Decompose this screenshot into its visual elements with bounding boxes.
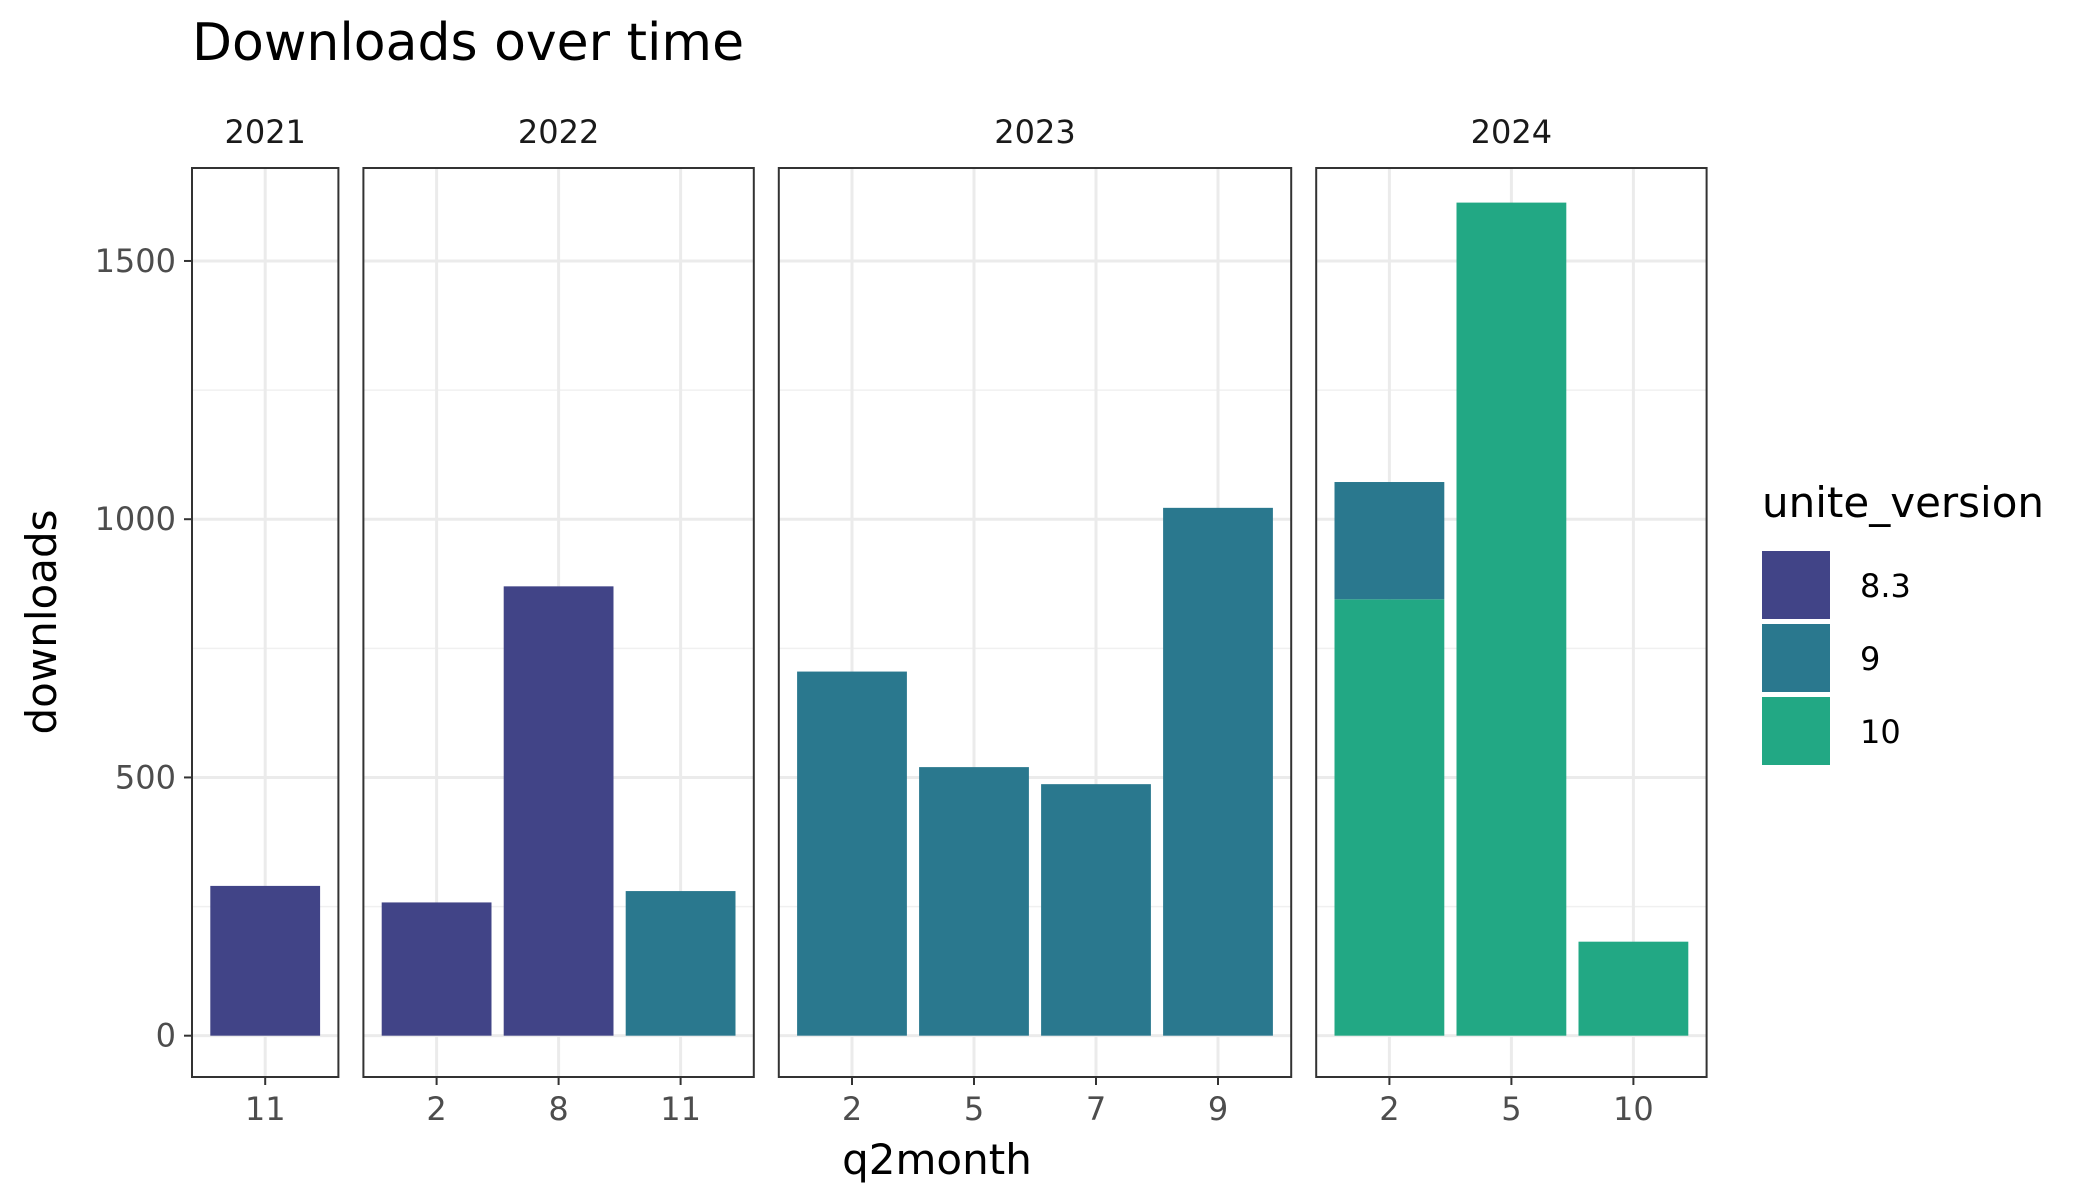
facet-strip-label: 2021 [224,113,305,151]
x-tick-label: 8 [548,1090,568,1128]
facet-strip-label: 2024 [1471,113,1552,151]
legend-key-8.3 [1762,551,1830,619]
panel-border [1315,167,1708,1078]
x-tick-label: 2 [842,1090,862,1128]
y-axis-title: downloads [17,510,66,735]
bar-2022-2-v8.3 [381,902,492,1036]
facet-panel-2021: 2021 11 [191,113,340,1128]
facet-strip-label: 2023 [994,113,1075,151]
x-tick-label: 2 [1379,1090,1399,1128]
x-tick-label: 5 [1501,1090,1521,1128]
facet-panel-2024: 2024 2 5 10 [1315,113,1708,1128]
panel-border [191,167,340,1078]
y-tick-label: 1500 [95,242,176,280]
x-tick-label: 10 [1613,1090,1654,1128]
legend-label-9: 9 [1860,640,1880,678]
x-tick-label: 11 [245,1090,286,1128]
legend-label-10: 10 [1860,713,1901,751]
bar-2023-9-v9 [1163,507,1273,1036]
bar-2024-2-v10 [1334,599,1445,1036]
x-tick-label: 5 [964,1090,984,1128]
legend-key-10 [1762,697,1830,765]
facet-strip-label: 2022 [518,113,599,151]
legend-key-9 [1762,624,1830,692]
panel-border [362,167,755,1078]
legend-label-8.3: 8.3 [1860,567,1911,605]
facet-panel-2023: 2023 2 5 7 9 [777,113,1293,1128]
legend: unite_version 8.3 9 10 [1762,478,2044,765]
y-tick-label: 500 [115,758,176,796]
y-tick-label: 1000 [95,500,176,538]
x-tick-label: 2 [426,1090,446,1128]
bar-2024-10-v10 [1578,941,1689,1036]
chart-title: Downloads over time [192,13,744,73]
y-tick-label: 0 [156,1017,176,1055]
x-tick-label: 9 [1208,1090,1228,1128]
bar-2021-11-v8.3 [210,885,321,1036]
bar-2023-5-v9 [919,767,1029,1036]
facet-panel-2022: 2022 2 8 11 [362,113,755,1128]
bar-2024-5-v10 [1456,202,1567,1036]
panel-border [777,167,1293,1078]
x-tick-label: 11 [660,1090,701,1128]
facet-panels: 2021 11 0 500 1000 1500 2022 2 8 11 2023 2 5 7 9 2024 2 5… [95,113,1708,1128]
bar-2023-7-v9 [1041,784,1151,1036]
bar-2022-8-v8.3 [503,586,614,1036]
bar-2023-2-v9 [797,671,907,1036]
bar-2022-11-v9 [625,891,736,1036]
x-axis-title: q2month [842,1135,1032,1184]
bar-2024-2-v9 [1334,482,1445,600]
legend-title: unite_version [1762,478,2044,527]
x-tick-label: 7 [1086,1090,1106,1128]
